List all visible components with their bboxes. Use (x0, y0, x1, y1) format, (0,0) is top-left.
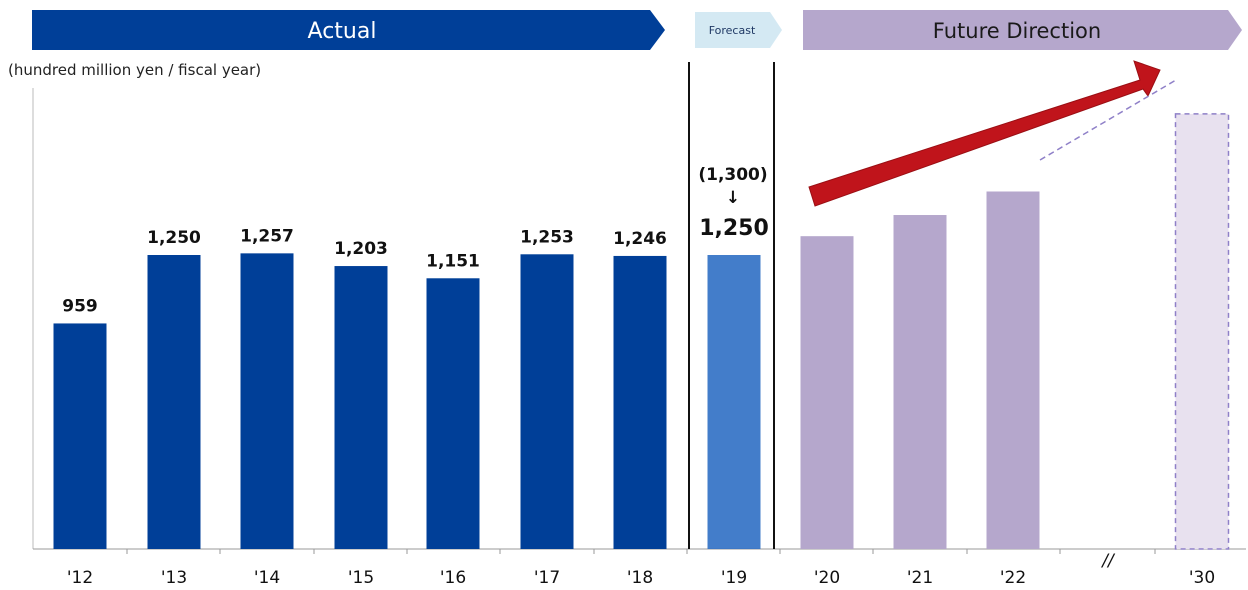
bar-19 (707, 255, 761, 549)
projection-dashed-line (1039, 79, 1177, 161)
actual-header-banner (32, 10, 665, 50)
bar-15 (334, 266, 388, 549)
bar-30 (1174, 113, 1230, 550)
bar-14 (240, 253, 294, 549)
data-label-17: 1,253 (520, 227, 574, 247)
growth-arrow-icon (808, 60, 1161, 207)
forecast-header-banner (695, 12, 782, 48)
x-tick-label-12: '12 (67, 568, 93, 588)
axis-break-mark: // (1100, 551, 1116, 571)
x-tick-label-22: '22 (1000, 568, 1026, 588)
future-header-label: Future Direction (933, 19, 1101, 43)
x-axis-ticks (126, 549, 1156, 554)
data-label-19: 1,250 (699, 216, 769, 241)
x-tick-label-14: '14 (254, 568, 280, 588)
x-tick-label-17: '17 (534, 568, 560, 588)
x-tick-label-20: '20 (814, 568, 840, 588)
data-label-13: 1,250 (147, 228, 201, 248)
forecast-change-arrow: ↓ (726, 188, 740, 208)
data-label-12: 959 (62, 296, 98, 316)
data-labels: 959 1,250 1,257 1,203 1,151 1,253 1,246 1,250 (62, 216, 769, 316)
x-tick-label-18: '18 (627, 568, 653, 588)
bar-12 (53, 323, 107, 549)
unit-label: (hundred million yen / fiscal year) (8, 61, 261, 79)
bar-16 (426, 278, 480, 549)
data-label-15: 1,203 (334, 239, 388, 259)
data-label-18: 1,246 (613, 229, 667, 249)
x-tick-label-16: '16 (440, 568, 466, 588)
bar-20 (800, 236, 854, 549)
x-tick-label-15: '15 (348, 568, 374, 588)
forecast-previous-value: (1,300) (698, 165, 767, 185)
bar-13 (147, 255, 201, 549)
data-label-14: 1,257 (240, 226, 294, 246)
bar-17 (520, 254, 574, 549)
x-tick-label-30: '30 (1189, 568, 1215, 588)
x-tick-label-21: '21 (907, 568, 933, 588)
bar-22 (986, 191, 1040, 549)
forecast-header-label: Forecast (709, 24, 756, 37)
data-label-16: 1,151 (426, 251, 480, 271)
x-tick-label-13: '13 (161, 568, 187, 588)
actual-header-label: Actual (308, 19, 377, 44)
bars (53, 113, 1230, 550)
bar-18 (613, 255, 667, 549)
bar-21 (893, 215, 947, 550)
x-tick-labels: '12 '13 '14 '15 '16 '17 '18 '19 '20 '21 '22 '30 (67, 568, 1215, 588)
x-tick-label-19: '19 (721, 568, 747, 588)
future-header-banner (803, 10, 1242, 50)
